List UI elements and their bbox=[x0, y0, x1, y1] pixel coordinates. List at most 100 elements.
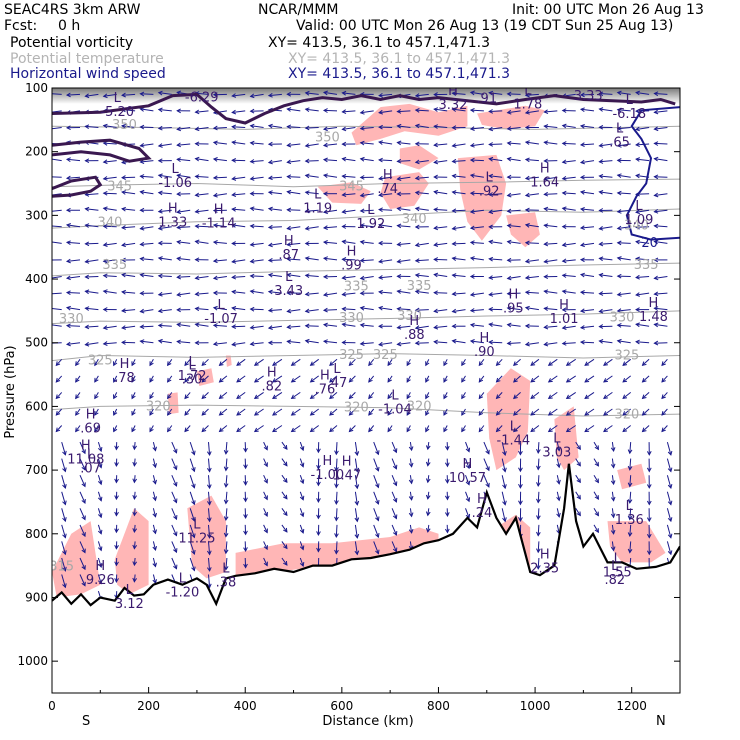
wind-vector bbox=[348, 392, 356, 400]
wind-vector-head bbox=[598, 225, 604, 231]
wind-vector-head bbox=[543, 274, 549, 280]
wind-vector-shaft bbox=[562, 176, 576, 180]
wind-vector-shaft bbox=[342, 258, 356, 261]
wind-vector-shaft bbox=[661, 375, 668, 383]
wind-vector bbox=[304, 125, 319, 131]
wind-vector bbox=[598, 291, 613, 296]
wind-vector bbox=[506, 322, 521, 328]
wind-vector bbox=[443, 408, 448, 416]
wind-vector-head bbox=[543, 206, 549, 212]
wind-vector bbox=[354, 524, 360, 539]
wind-vector-head bbox=[102, 159, 108, 165]
isentrope-label: 325 bbox=[373, 348, 398, 363]
wind-vector-head bbox=[667, 500, 673, 506]
wind-vector-head bbox=[465, 497, 471, 503]
wind-vector bbox=[598, 339, 613, 344]
wind-vector-shaft bbox=[55, 425, 63, 432]
wind-vector-shaft bbox=[189, 441, 195, 455]
wind-vector-shaft bbox=[525, 291, 539, 294]
wind-vector bbox=[157, 143, 172, 148]
wind-vector bbox=[272, 358, 283, 366]
wind-vector-head bbox=[299, 462, 305, 468]
x-axis-title: Distance (km) bbox=[322, 714, 413, 729]
wind-vector-shaft bbox=[373, 491, 379, 505]
wind-vector bbox=[194, 340, 209, 346]
wind-vector bbox=[267, 190, 282, 195]
wind-vector bbox=[635, 126, 650, 132]
wind-vector-head bbox=[506, 156, 512, 162]
wind-vector-shaft bbox=[342, 308, 356, 311]
wind-vector-head bbox=[359, 156, 365, 162]
wind-vector bbox=[433, 324, 448, 330]
wind-vector-head bbox=[131, 427, 136, 433]
pv-extremum-value: .87 bbox=[278, 248, 299, 263]
wind-vector bbox=[75, 408, 81, 416]
wind-vector bbox=[661, 358, 668, 367]
wind-vector-head bbox=[641, 377, 647, 383]
wind-vector-shaft bbox=[254, 408, 264, 416]
wind-vector-shaft bbox=[478, 358, 485, 366]
wind-vector-shaft bbox=[195, 158, 209, 162]
wind-vector-shaft bbox=[195, 292, 209, 295]
wind-vector-shaft bbox=[654, 142, 668, 145]
wind-vector bbox=[653, 306, 668, 311]
wind-vector bbox=[286, 91, 301, 97]
wind-vector-shaft bbox=[489, 258, 503, 261]
wind-vector-shaft bbox=[562, 342, 576, 345]
wind-vector-head bbox=[561, 123, 567, 129]
pv-extremum-value: 1.19 bbox=[303, 202, 332, 217]
wind-vector-head bbox=[414, 273, 420, 278]
wind-vector-head bbox=[561, 289, 567, 295]
wind-vector bbox=[61, 524, 67, 539]
wind-vector bbox=[461, 392, 466, 400]
wind-vector bbox=[206, 475, 212, 490]
wind-vector-head bbox=[223, 483, 229, 488]
wind-vector bbox=[501, 491, 507, 506]
wind-vector-shaft bbox=[103, 176, 117, 180]
pv-extremum-value: .65 bbox=[609, 135, 630, 150]
wind-vector-shaft bbox=[636, 276, 650, 278]
pv-extremum-value: .69 bbox=[80, 421, 101, 436]
wind-vector-shaft bbox=[75, 425, 81, 432]
wind-vector-shaft bbox=[61, 524, 66, 538]
wind-vector-shaft bbox=[103, 160, 117, 163]
wind-vector-shaft bbox=[232, 276, 246, 278]
wind-vector-shaft bbox=[489, 143, 503, 145]
wind-vector-shaft bbox=[661, 408, 668, 416]
wind-vector-head bbox=[81, 565, 86, 571]
wind-vector-head bbox=[231, 324, 237, 329]
wind-vector bbox=[286, 189, 301, 195]
wind-vector bbox=[253, 391, 264, 399]
wind-vector-shaft bbox=[593, 491, 599, 500]
wind-vector bbox=[194, 257, 209, 263]
wind-vector-shaft bbox=[507, 158, 521, 162]
wind-vector-head bbox=[641, 411, 647, 416]
wind-vector bbox=[267, 307, 282, 313]
wind-vector-head bbox=[359, 175, 365, 180]
wind-vector bbox=[444, 475, 450, 484]
wind-vector-shaft bbox=[617, 92, 631, 95]
wind-vector-head bbox=[646, 451, 652, 456]
wind-vector-head bbox=[368, 361, 373, 367]
wind-vector-shaft bbox=[152, 574, 156, 584]
wind-vector bbox=[506, 208, 521, 214]
wind-vector-shaft bbox=[427, 458, 430, 466]
wind-vector-shaft bbox=[131, 408, 136, 416]
wind-vector-shaft bbox=[584, 375, 595, 383]
wind-vector bbox=[52, 306, 62, 311]
wind-vector-head bbox=[304, 107, 310, 112]
wind-vector-head bbox=[212, 192, 218, 198]
wind-vector-head bbox=[286, 256, 292, 262]
wind-vector bbox=[157, 240, 172, 246]
pv-extremum-label: L.07 bbox=[80, 448, 101, 477]
wind-vector-shaft bbox=[373, 541, 379, 554]
wind-vector-head bbox=[329, 427, 334, 433]
wind-vector bbox=[79, 574, 86, 587]
wind-vector-shaft bbox=[281, 541, 288, 549]
wind-vector-head bbox=[368, 427, 373, 433]
wind-vector-head bbox=[191, 467, 196, 473]
wind-vector-head bbox=[433, 290, 438, 296]
wind-vector-shaft bbox=[103, 192, 117, 195]
pv-extremum-marker: L bbox=[635, 199, 643, 214]
wind-vector-shaft bbox=[354, 541, 358, 555]
